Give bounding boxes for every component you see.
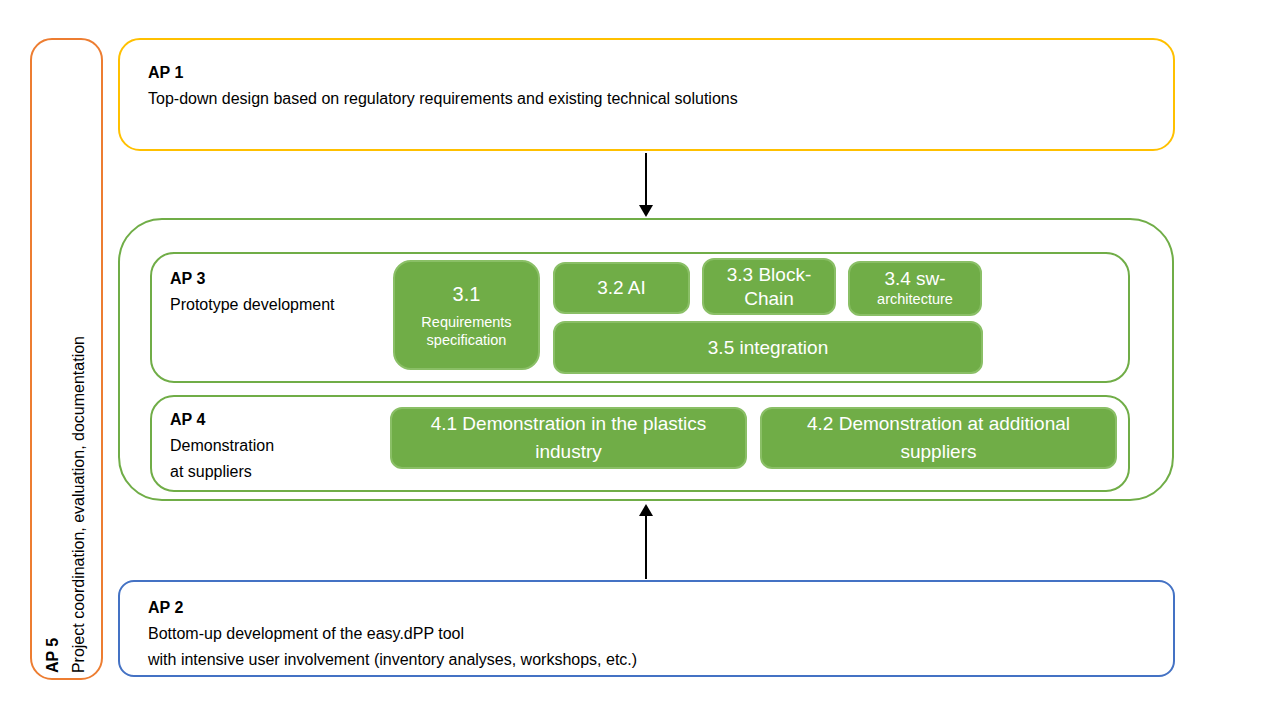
- task-3-3-blockchain: 3.3 Block-Chain: [702, 258, 836, 315]
- task-4-1-demonstration-plastics-industry: 4.1 Demonstration in the plastics indust…: [390, 407, 747, 469]
- task-3-5-label: 3.5 integration: [708, 335, 828, 361]
- task-3-1-requirements-specification: 3.1 Requirements specification: [393, 260, 540, 370]
- ap1-title: AP 1: [148, 60, 1147, 86]
- ap2-description-line1: Bottom-up development of the easy.dPP to…: [148, 621, 1147, 647]
- ap1-description: Top-down design based on regulatory requ…: [148, 86, 1147, 112]
- task-4-2-demonstration-additional-suppliers: 4.2 Demonstration at additional supplier…: [760, 407, 1117, 469]
- task-3-3-label: 3.3 Block-Chain: [714, 263, 824, 311]
- ap1-box: AP 1 Top-down design based on regulatory…: [118, 38, 1175, 151]
- ap5-rotated-text: AP 5 Project coordination, evaluation, d…: [40, 336, 93, 673]
- ap5-title: AP 5: [40, 336, 66, 673]
- work-package-diagram: AP 5 Project coordination, evaluation, d…: [0, 0, 1280, 720]
- up-arrow-line: [645, 516, 647, 579]
- down-arrow-line: [645, 153, 647, 205]
- task-3-4-number: 3.4 sw-: [884, 269, 945, 290]
- task-3-1-label: Requirements specification: [405, 313, 528, 349]
- task-4-1-label: 4.1 Demonstration in the plastics indust…: [402, 410, 735, 467]
- task-3-1-number: 3.1: [453, 281, 481, 308]
- task-3-2-ai: 3.2 AI: [553, 262, 690, 314]
- ap2-box: AP 2 Bottom-up development of the easy.d…: [118, 580, 1175, 677]
- up-arrow: [639, 504, 653, 579]
- task-3-5-integration: 3.5 integration: [553, 321, 983, 374]
- ap2-description-line2: with intensive user involvement (invento…: [148, 647, 1147, 673]
- task-4-2-label: 4.2 Demonstration at additional supplier…: [772, 410, 1105, 467]
- down-arrow: [639, 153, 653, 217]
- up-arrow-head-icon: [639, 504, 653, 516]
- task-3-4-sw-architecture: 3.4 sw- architecture: [848, 261, 982, 316]
- ap5-sidebar-box: AP 5 Project coordination, evaluation, d…: [30, 38, 103, 680]
- ap5-description: Project coordination, evaluation, docume…: [67, 336, 93, 673]
- task-3-2-label: 3.2 AI: [597, 275, 646, 301]
- ap2-title: AP 2: [148, 595, 1147, 621]
- down-arrow-head-icon: [639, 205, 653, 217]
- task-3-4-label: architecture: [877, 290, 953, 308]
